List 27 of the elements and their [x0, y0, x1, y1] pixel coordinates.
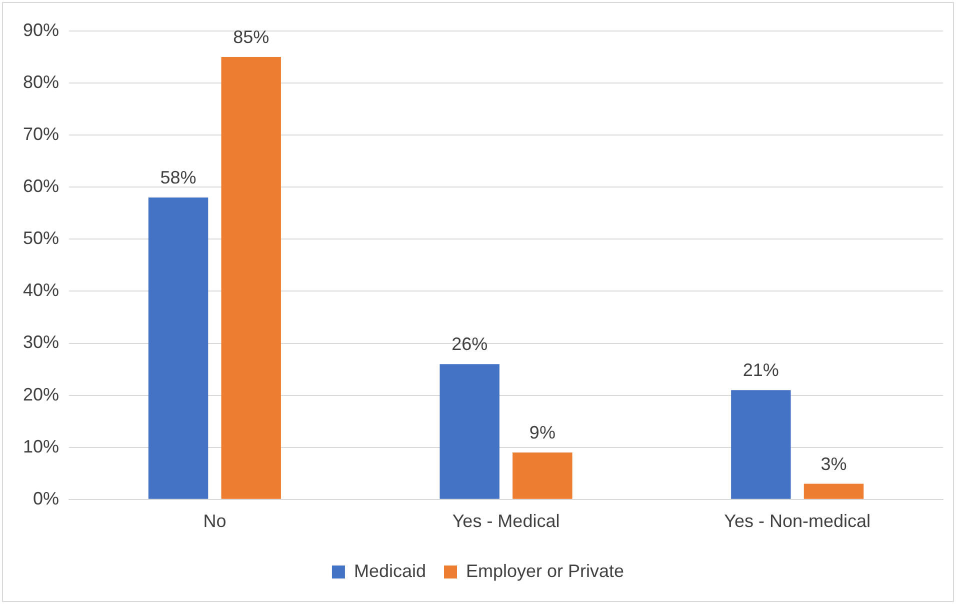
y-tick-label: 90%	[22, 20, 60, 40]
x-tick-label: No	[203, 511, 226, 532]
y-tick-label: 40%	[22, 280, 60, 300]
bar	[440, 364, 500, 499]
bar	[804, 484, 864, 499]
bar	[731, 390, 791, 499]
data-label: 3%	[820, 454, 847, 474]
bar	[148, 198, 208, 499]
x-tick-label: Yes - Medical	[452, 511, 560, 532]
y-tick-label: 60%	[22, 176, 60, 196]
data-label: 21%	[742, 360, 779, 380]
data-label: 85%	[233, 26, 270, 47]
data-label: 9%	[529, 422, 556, 443]
x-tick-label: Yes - Non-medical	[724, 511, 871, 532]
legend-label: Medicaid	[354, 560, 426, 581]
y-tick-label: 0%	[33, 488, 60, 508]
data-label: 26%	[452, 334, 488, 354]
y-tick-label: 30%	[22, 332, 60, 352]
y-tick-label: 50%	[22, 228, 60, 248]
y-tick-label: 10%	[22, 436, 60, 456]
y-tick-label: 20%	[22, 384, 60, 404]
y-tick-label: 80%	[22, 72, 60, 92]
data-label: 58%	[160, 168, 196, 188]
y-tick-label: 70%	[22, 124, 60, 144]
legend-label: Employer or Private	[466, 560, 624, 581]
bar	[512, 452, 572, 499]
bar	[221, 57, 281, 499]
